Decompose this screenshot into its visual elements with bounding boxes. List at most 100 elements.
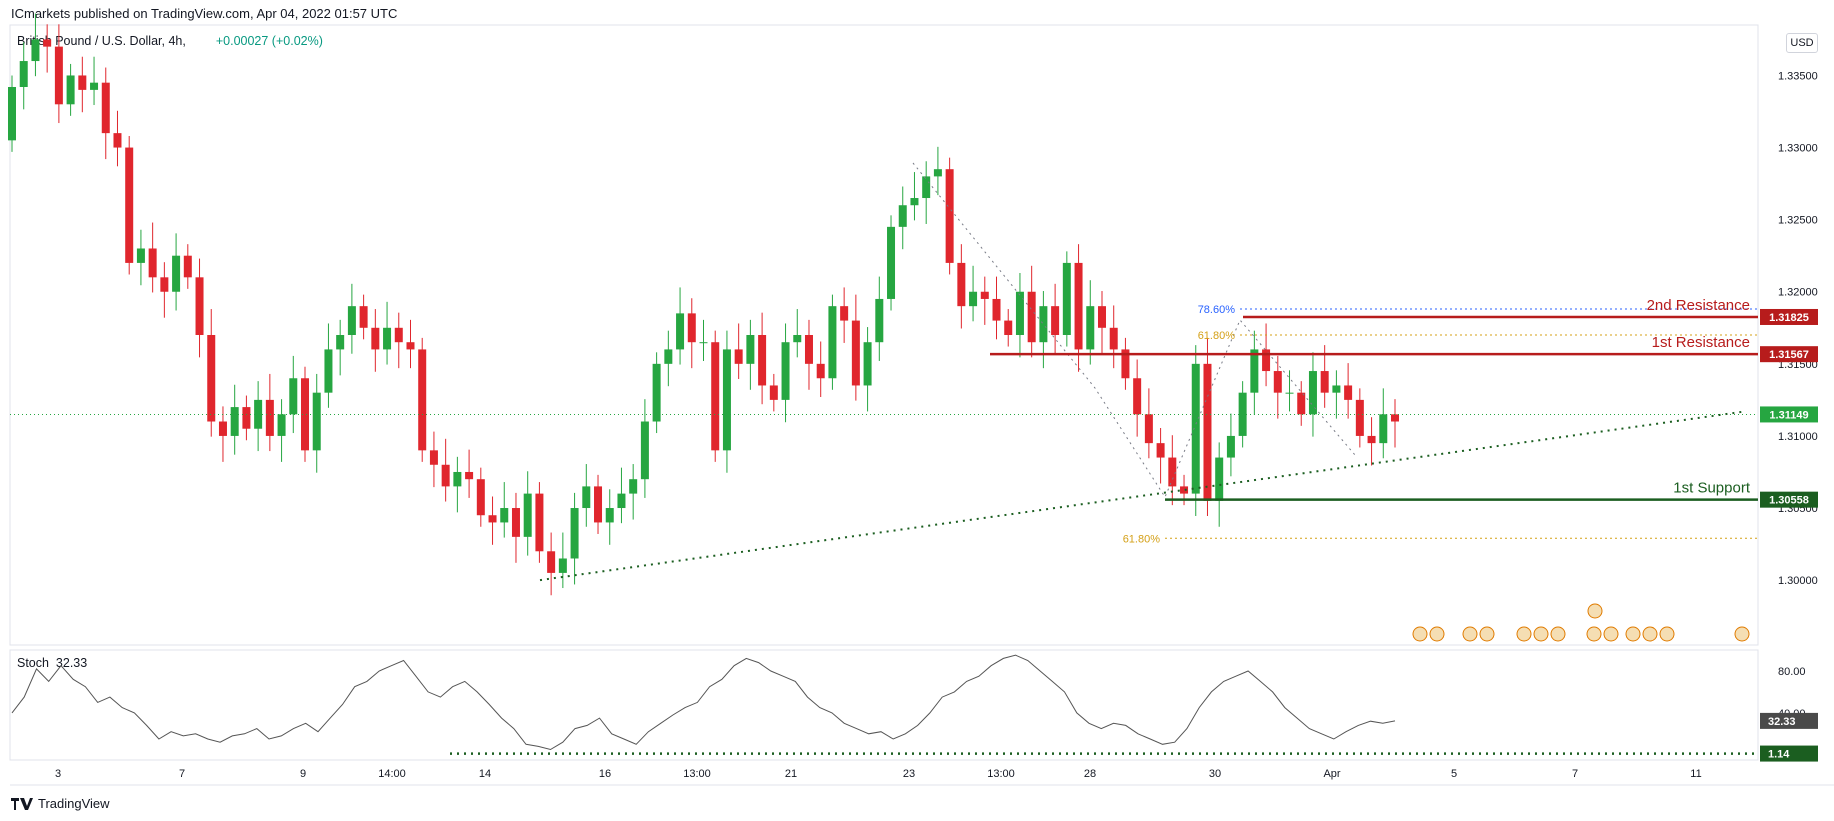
- level-name: 2nd Resistance: [1647, 297, 1750, 314]
- candle-body: [828, 306, 837, 379]
- candle-body: [1156, 443, 1165, 458]
- level-price-text: 1.30558: [1769, 495, 1809, 507]
- event-flag-icon: [1550, 626, 1566, 642]
- candle-body: [324, 349, 333, 393]
- candle-body: [511, 508, 520, 537]
- level-price-text: 1.31567: [1769, 349, 1809, 361]
- candle-body: [945, 169, 954, 263]
- candle-body: [1015, 291, 1024, 335]
- candle-body: [875, 298, 884, 343]
- candle-body: [113, 133, 122, 148]
- candle-body: [758, 335, 767, 386]
- fib-level-label: 61.80%: [1198, 330, 1236, 342]
- candle-body: [289, 378, 298, 415]
- candle-body: [54, 46, 63, 105]
- candle-body: [418, 349, 427, 451]
- candle-body: [1355, 399, 1364, 436]
- candle-body: [1180, 486, 1189, 494]
- event-flag-icon: [1734, 626, 1750, 642]
- event-flag-icon: [1625, 626, 1641, 642]
- price-tick-label: 1.32000: [1778, 287, 1818, 299]
- level-price-tag: [1760, 491, 1818, 508]
- candle-body: [816, 363, 825, 379]
- level-price-text: 1.31825: [1769, 312, 1809, 324]
- current-price-text: 1.31149: [1769, 409, 1808, 421]
- candle-body: [277, 414, 286, 436]
- candle-body: [535, 493, 544, 552]
- time-tick-label: 9: [300, 768, 306, 780]
- candle-body: [78, 75, 87, 90]
- time-tick-label: 13:00: [987, 768, 1015, 780]
- price-tick-label: 1.33500: [1778, 70, 1818, 82]
- candle-body: [183, 255, 192, 278]
- candle-body: [394, 327, 403, 343]
- candle-body: [1285, 392, 1294, 394]
- price-pane-frame: [9, 24, 1759, 646]
- price-tick-label: 1.31000: [1778, 431, 1818, 443]
- event-flag-icon: [1587, 603, 1603, 619]
- stoch-label: Stoch: [17, 656, 49, 670]
- candle-body: [488, 515, 497, 523]
- brand-label: TradingView: [38, 796, 110, 811]
- candle-body: [1039, 306, 1048, 343]
- level-name: 1st Support: [1673, 480, 1751, 497]
- candle-body: [125, 147, 134, 263]
- fib-level-label: 78.60%: [1198, 304, 1236, 316]
- stoch-value-text: 32.33: [1768, 716, 1796, 728]
- candle-body: [851, 320, 860, 386]
- time-tick-label: 7: [1572, 768, 1578, 780]
- fib-level-label: 61.80%: [1123, 533, 1161, 545]
- candle-body: [218, 421, 227, 436]
- candle-body: [136, 248, 145, 263]
- candle-body: [312, 392, 321, 451]
- candle-body: [1215, 457, 1224, 501]
- candle-body: [582, 486, 591, 509]
- candle-body: [605, 508, 614, 523]
- candle-body: [687, 313, 696, 343]
- candle-body: [195, 277, 204, 335]
- tradingview-brand[interactable]: TradingView: [11, 796, 110, 811]
- event-flag-icon: [1412, 626, 1428, 642]
- candle-body: [676, 313, 685, 350]
- candle-body: [1004, 320, 1013, 335]
- candle-body: [148, 248, 157, 278]
- candle-body: [500, 508, 509, 523]
- candle-body: [887, 226, 896, 299]
- candle-body: [910, 198, 919, 206]
- candle-body: [1109, 327, 1118, 350]
- time-tick-label: 30: [1209, 768, 1221, 780]
- level-price-tag: [1760, 308, 1818, 325]
- candle-body: [383, 327, 392, 350]
- candle-body: [465, 471, 474, 480]
- event-flag-icon: [1533, 626, 1549, 642]
- time-tick-label: 5: [1451, 768, 1457, 780]
- candle-body: [1027, 291, 1036, 343]
- candle-body: [1051, 306, 1060, 335]
- candle-body: [31, 39, 40, 62]
- event-flag-icon: [1642, 626, 1658, 642]
- candle-body: [734, 349, 743, 364]
- candle-body: [617, 493, 626, 509]
- candle-body: [8, 87, 16, 141]
- candle-body: [992, 298, 1001, 321]
- candle-body: [1226, 435, 1235, 458]
- candle-body: [629, 479, 638, 494]
- price-tick-label: 1.30000: [1778, 575, 1818, 587]
- stoch-support-tag: [1760, 745, 1818, 762]
- candle-body: [453, 471, 462, 487]
- candle-body: [66, 75, 75, 105]
- currency-button[interactable]: USD: [1786, 33, 1818, 53]
- candle-body: [1250, 349, 1259, 393]
- candle-body: [664, 349, 673, 364]
- candle-body: [1203, 363, 1212, 501]
- candle-body: [90, 82, 99, 90]
- candle-body: [1379, 414, 1388, 444]
- time-tick-label: 11: [1690, 768, 1701, 780]
- candle-body: [640, 421, 649, 480]
- event-flag-icon: [1516, 626, 1532, 642]
- candle-body: [371, 327, 380, 350]
- event-flag-icon: [1659, 626, 1675, 642]
- time-tick-label: 21: [785, 768, 797, 780]
- candle-body: [922, 176, 931, 199]
